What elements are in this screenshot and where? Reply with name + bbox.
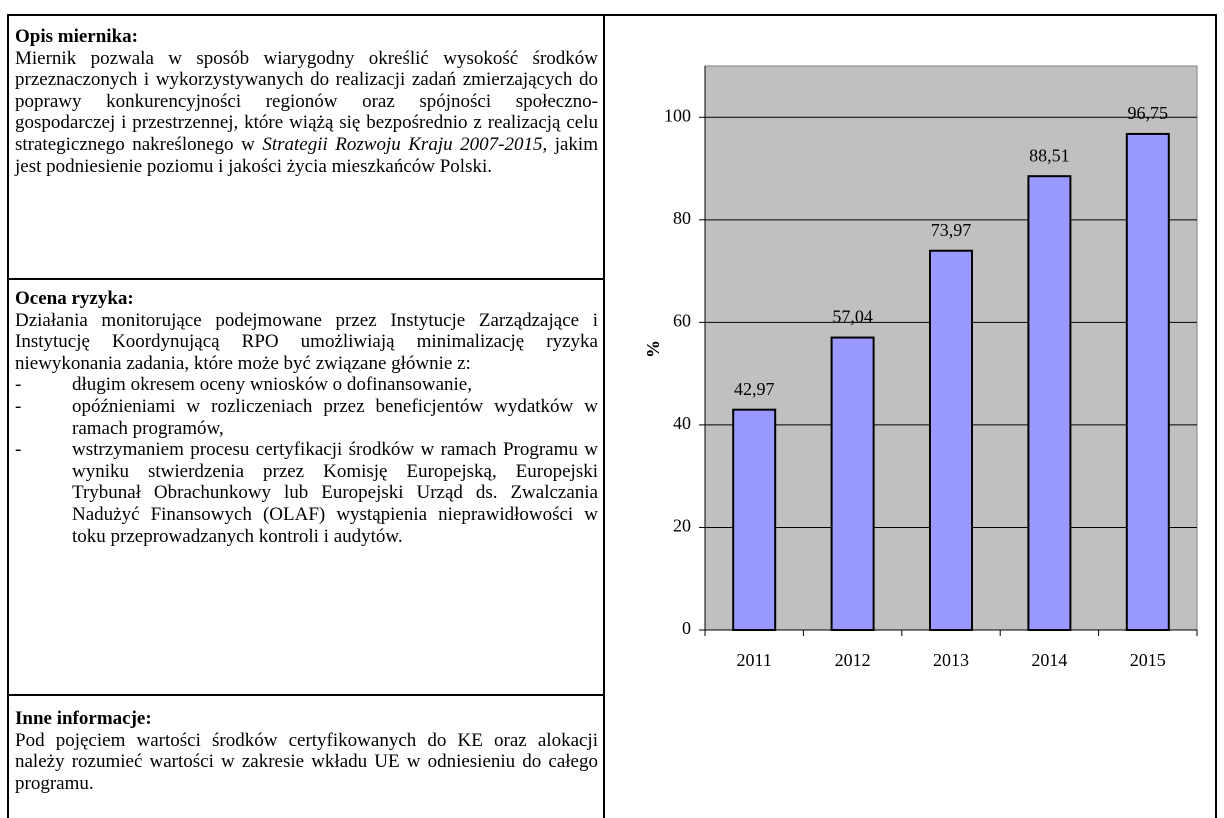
- text-italic: Strategii Rozwoju Kraju 2007-2015: [262, 133, 543, 155]
- table-border: [1215, 14, 1217, 818]
- data-label: 42,97: [734, 379, 775, 399]
- y-tick-label: 80: [673, 208, 691, 228]
- bullet: -: [15, 439, 22, 461]
- x-tick-label: 2011: [737, 650, 772, 670]
- text: opóźnieniami w rozliczeniach przez benef…: [72, 395, 598, 439]
- data-label: 88,51: [1029, 145, 1070, 165]
- y-tick-label: 100: [664, 105, 691, 125]
- list-item: - opóźnieniami w rozliczeniach przez bene…: [15, 396, 598, 439]
- x-tick-label: 2013: [933, 650, 969, 670]
- text: długim okresem oceny wniosków o dofinans…: [72, 374, 472, 396]
- x-tick-label: 2012: [835, 650, 871, 670]
- text: , jakim jest podniesienie poziomu i jako…: [15, 133, 598, 177]
- section: Ocena ryzyka: Działania monitorujące pod…: [15, 288, 598, 547]
- y-tick-label: 40: [673, 413, 691, 433]
- table-border: [7, 14, 9, 818]
- y-tick-label: 20: [673, 516, 691, 536]
- text: wstrzymaniem procesu certyfikacji środkó…: [72, 439, 598, 547]
- heading: Ocena ryzyka:: [15, 288, 134, 309]
- section: Opis miernika: Miernik pozwala w sposób …: [15, 26, 598, 177]
- paragraph: Miernik pozwala w sposób wiarygodny okre…: [15, 48, 598, 178]
- table-border: [7, 278, 604, 280]
- bar: [1027, 175, 1072, 631]
- data-label: 96,75: [1128, 103, 1169, 123]
- x-tick-label: 2014: [1031, 650, 1067, 670]
- table-border: [7, 14, 1217, 16]
- data-label: 57,04: [832, 307, 873, 327]
- y-tick-label: 0: [682, 618, 691, 638]
- y-axis-label: %: [643, 340, 663, 358]
- table-border: [603, 14, 605, 818]
- list-item: - długim okresem oceny wniosków o dofinan…: [15, 374, 598, 396]
- bar: [830, 336, 875, 631]
- heading: Opis miernika:: [15, 26, 138, 47]
- paragraph: Działania monitorujące podejmowane przez…: [15, 309, 598, 374]
- y-tick-label: 60: [673, 310, 691, 330]
- x-tick-label: 2015: [1130, 650, 1166, 670]
- bar: [732, 408, 777, 631]
- bar: [1125, 132, 1170, 631]
- table-border: [7, 694, 604, 696]
- heading: Inne informacje:: [15, 708, 152, 729]
- bar: [929, 249, 973, 632]
- bullet: -: [15, 395, 22, 417]
- section: Inne informacje: Pod pojęciem wartości ś…: [15, 708, 598, 794]
- list-item: - wstrzymaniem procesu certyfikacji środk…: [15, 439, 598, 547]
- paragraph: Pod pojęciem wartości środków certyfikow…: [15, 729, 598, 794]
- data-label: 73,97: [931, 220, 972, 240]
- bullet: -: [15, 374, 22, 396]
- text: Miernik pozwala w sposób wiarygodny okre…: [15, 47, 598, 155]
